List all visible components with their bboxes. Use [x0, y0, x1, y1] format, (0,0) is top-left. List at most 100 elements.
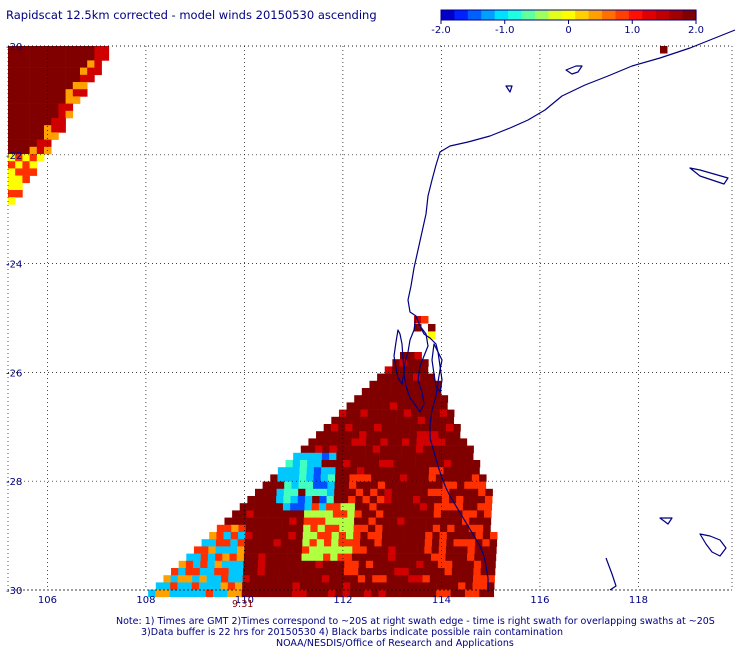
- wind-cell: [29, 125, 38, 133]
- wind-cell: [276, 488, 285, 497]
- wind-cell: [200, 553, 209, 562]
- wind-cell: [410, 532, 419, 540]
- wind-cell: [367, 532, 376, 540]
- wind-cell: [237, 546, 245, 554]
- wind-cell: [414, 589, 423, 598]
- wind-cell: [8, 110, 16, 119]
- wind-cell: [420, 373, 428, 382]
- wind-cell: [260, 510, 269, 518]
- latitude-label: -24: [6, 260, 22, 271]
- wind-cell: [428, 332, 436, 340]
- wind-cell: [15, 60, 23, 68]
- wind-cell: [405, 373, 414, 382]
- wind-cell: [58, 89, 66, 97]
- wind-cell: [488, 560, 496, 569]
- wind-cell: [294, 553, 302, 562]
- wind-cell: [311, 510, 319, 518]
- wind-cell: [343, 575, 351, 583]
- wind-cell: [460, 546, 468, 554]
- wind-cell: [8, 125, 16, 133]
- wind-cell: [353, 402, 362, 410]
- wind-cell: [29, 74, 38, 83]
- wind-cell: [243, 560, 251, 569]
- wind-cell: [200, 560, 208, 569]
- wind-cell: [29, 168, 38, 176]
- wind-cell: [358, 560, 367, 569]
- wind-cell: [418, 524, 426, 533]
- wind-cell: [381, 424, 389, 432]
- wind-cell: [250, 560, 259, 569]
- wind-cell: [342, 589, 351, 598]
- wind-cell: [416, 553, 425, 562]
- latitude-label: -30: [6, 586, 22, 597]
- wind-cell: [340, 503, 349, 511]
- wind-cell: [429, 467, 437, 475]
- wind-cell: [460, 539, 469, 547]
- wind-cell: [227, 582, 236, 590]
- wind-cell: [348, 488, 357, 497]
- wind-cell: [327, 474, 336, 482]
- wind-cell: [351, 560, 359, 569]
- wind-cell: [470, 503, 478, 511]
- wind-cell: [284, 589, 293, 598]
- wind-cell: [428, 324, 436, 332]
- wind-cell: [354, 510, 362, 518]
- wind-cell: [352, 539, 361, 547]
- wind-cell: [286, 568, 294, 576]
- wind-cell: [29, 110, 38, 119]
- wind-cell: [15, 74, 23, 83]
- wind-cell: [421, 474, 429, 482]
- colorbar-swatch: [642, 10, 657, 20]
- wind-cell: [439, 539, 447, 547]
- wind-cell: [440, 510, 449, 518]
- wind-cell: [427, 496, 435, 504]
- wind-cell: [290, 503, 298, 511]
- wind-cell: [201, 546, 209, 554]
- wind-cell: [310, 524, 318, 533]
- wind-cell: [438, 553, 446, 562]
- wind-cell: [394, 438, 403, 446]
- wind-cell: [8, 82, 16, 90]
- wind-cell: [382, 409, 390, 418]
- colorbar: -2.0 -1.0 0 1.0 2.0: [431, 9, 704, 36]
- wind-cell: [468, 524, 477, 533]
- wind-cell: [452, 553, 461, 562]
- colorbar-swatch: [628, 10, 643, 20]
- wind-cell: [15, 139, 23, 148]
- wind-cell: [482, 539, 490, 547]
- wind-cell: [383, 395, 391, 403]
- wind-cell: [660, 46, 668, 54]
- wind-cell: [446, 532, 455, 540]
- wind-cell: [315, 445, 323, 454]
- wind-cell: [436, 460, 445, 468]
- wind-cell: [249, 582, 257, 590]
- wind-cell: [401, 560, 410, 569]
- wind-cell: [380, 438, 388, 446]
- wind-cell: [487, 575, 495, 583]
- wind-cell: [208, 539, 217, 547]
- colorbar-tick-label: 0: [565, 25, 571, 36]
- wind-cell: [262, 488, 270, 497]
- wind-cell: [208, 546, 216, 554]
- wind-cell: [352, 424, 360, 432]
- wind-cell: [262, 481, 271, 490]
- wind-cell: [22, 168, 30, 176]
- wind-cell: [263, 589, 271, 598]
- wind-cell: [371, 474, 379, 482]
- wind-cell: [374, 416, 383, 425]
- wind-cell: [51, 110, 59, 119]
- wind-cell: [432, 409, 441, 418]
- wind-cell: [36, 53, 45, 61]
- wind-cell: [415, 568, 424, 576]
- wind-cell: [464, 474, 473, 482]
- wind-cell: [385, 589, 394, 598]
- wind-cell: [305, 488, 313, 497]
- wind-cell: [404, 402, 412, 410]
- wind-cell: [51, 125, 59, 133]
- wind-cell: [423, 553, 432, 562]
- wind-cell: [409, 553, 418, 562]
- wind-cell: [405, 503, 413, 511]
- wind-cell: [373, 553, 382, 562]
- wind-cell: [313, 589, 322, 598]
- wind-cell: [8, 190, 16, 198]
